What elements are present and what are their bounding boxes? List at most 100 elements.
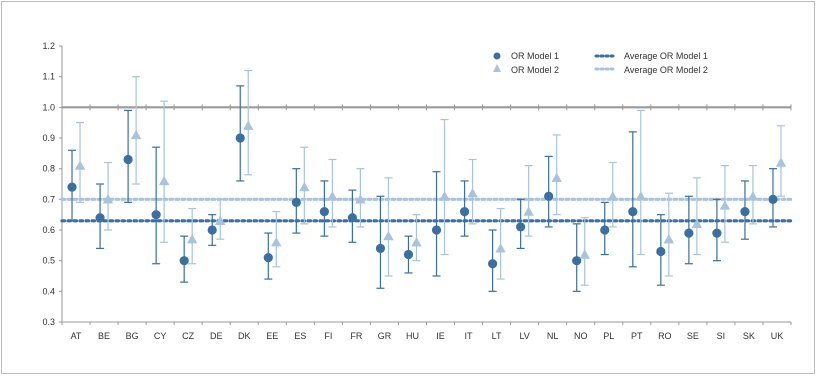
- x-tick-label: LV: [519, 331, 529, 341]
- point-model-2: [186, 234, 198, 244]
- point-model-1: [67, 182, 77, 192]
- point-model-1: [263, 253, 273, 263]
- point-model-2: [495, 243, 506, 253]
- x-tick-label: HU: [406, 331, 419, 341]
- x-tick-label: SK: [743, 331, 755, 341]
- x-tick-label: BG: [126, 331, 139, 341]
- y-tick-label: 0.6: [42, 225, 55, 235]
- point-model-1: [628, 207, 638, 217]
- y-tick-label: 1.2: [42, 41, 55, 51]
- data-points: [67, 120, 787, 269]
- point-model-2: [439, 191, 450, 201]
- y-tick-label: 0.3: [42, 317, 55, 327]
- x-tick-label: BE: [98, 331, 110, 341]
- legend: OR Model 1 OR Model 2 Average OR Model 1 Av…: [493, 51, 708, 75]
- point-model-1: [487, 259, 498, 269]
- point-model-2: [215, 215, 226, 225]
- point-model-1: [572, 256, 582, 266]
- x-tick-label: NO: [574, 331, 588, 341]
- legend-label-model-1: OR Model 1: [511, 51, 559, 61]
- x-tick-label: UK: [771, 331, 784, 341]
- x-tick-label: PL: [603, 331, 614, 341]
- point-model-2: [102, 194, 114, 204]
- point-model-1: [291, 197, 301, 207]
- x-tick-label: FI: [324, 331, 332, 341]
- point-model-1: [684, 228, 694, 238]
- y-tick-label: 1.1: [42, 72, 55, 82]
- x-tick-label: GR: [378, 331, 392, 341]
- point-model-2: [635, 191, 646, 201]
- point-model-2: [411, 237, 422, 247]
- point-model-1: [235, 133, 245, 143]
- point-model-1: [347, 213, 358, 223]
- x-tick-label: FR: [350, 331, 362, 341]
- point-model-2: [158, 175, 170, 186]
- point-model-1: [403, 249, 414, 260]
- x-tick-label: NL: [547, 331, 559, 341]
- point-model-2: [355, 194, 366, 204]
- error-bars: [68, 69, 785, 292]
- point-model-1: [319, 207, 329, 217]
- x-tick-label: AT: [71, 331, 82, 341]
- y-tick-label: 0.5: [42, 256, 55, 266]
- legend-marker-model-1: [493, 52, 501, 60]
- point-model-1: [179, 256, 189, 266]
- point-model-2: [74, 160, 86, 170]
- x-tick-label: IT: [465, 331, 474, 341]
- point-model-1: [207, 225, 217, 235]
- x-tick-label: EE: [266, 331, 278, 341]
- x-tick-label: DK: [238, 331, 251, 341]
- x-tick-label: DE: [210, 331, 223, 341]
- average-lines: [60, 197, 793, 223]
- point-model-2: [467, 188, 478, 198]
- x-tick-label: PT: [631, 331, 643, 341]
- point-model-2: [327, 191, 338, 201]
- point-model-1: [768, 194, 778, 204]
- point-model-2: [579, 249, 590, 259]
- point-model-1: [431, 225, 442, 235]
- x-tick-label: IE: [436, 331, 445, 341]
- legend-label-average-1: Average OR Model 1: [624, 51, 708, 61]
- point-model-1: [375, 243, 386, 253]
- point-model-1: [151, 210, 161, 220]
- y-tick-label: 0.4: [42, 286, 55, 296]
- point-model-2: [691, 218, 703, 229]
- point-model-1: [459, 207, 470, 217]
- legend-marker-model-2: [493, 64, 501, 72]
- y-tick-label: 0.7: [42, 194, 55, 204]
- legend-label-model-2: OR Model 2: [511, 65, 559, 75]
- y-tick-label: 0.9: [42, 133, 55, 143]
- legend-label-average-2: Average OR Model 2: [624, 65, 708, 75]
- x-tick-label: SI: [717, 331, 726, 341]
- point-model-1: [123, 154, 133, 165]
- axes: 0.3 0.4 0.5 0.6 0.7 0.8 0.9 1.0 1.1 1.2 AT BE BG CY CZ…: [42, 41, 792, 341]
- x-tick-label: LT: [492, 331, 502, 341]
- x-tick-label: SE: [687, 331, 699, 341]
- point-model-1: [95, 213, 105, 223]
- point-model-2: [551, 172, 562, 183]
- y-tick-label: 1.0: [42, 102, 55, 112]
- point-model-2: [243, 120, 254, 130]
- point-model-2: [299, 181, 310, 192]
- point-model-1: [516, 222, 526, 232]
- x-tick-label: CY: [154, 331, 167, 341]
- point-model-2: [663, 234, 675, 244]
- y-tick-label: 0.8: [42, 164, 55, 174]
- point-model-1: [656, 246, 666, 257]
- point-model-2: [775, 157, 787, 167]
- point-model-1: [740, 207, 750, 217]
- x-tick-label: RO: [658, 331, 672, 341]
- point-model-2: [607, 191, 618, 201]
- point-model-1: [544, 191, 554, 201]
- point-model-2: [271, 237, 282, 247]
- point-model-2: [719, 200, 731, 210]
- x-tick-label: ES: [294, 331, 306, 341]
- point-model-2: [383, 230, 394, 241]
- x-tick-label: CZ: [182, 331, 194, 341]
- point-model-2: [523, 206, 534, 216]
- point-model-2: [747, 191, 759, 201]
- point-model-1: [600, 225, 610, 235]
- point-model-1: [712, 228, 722, 238]
